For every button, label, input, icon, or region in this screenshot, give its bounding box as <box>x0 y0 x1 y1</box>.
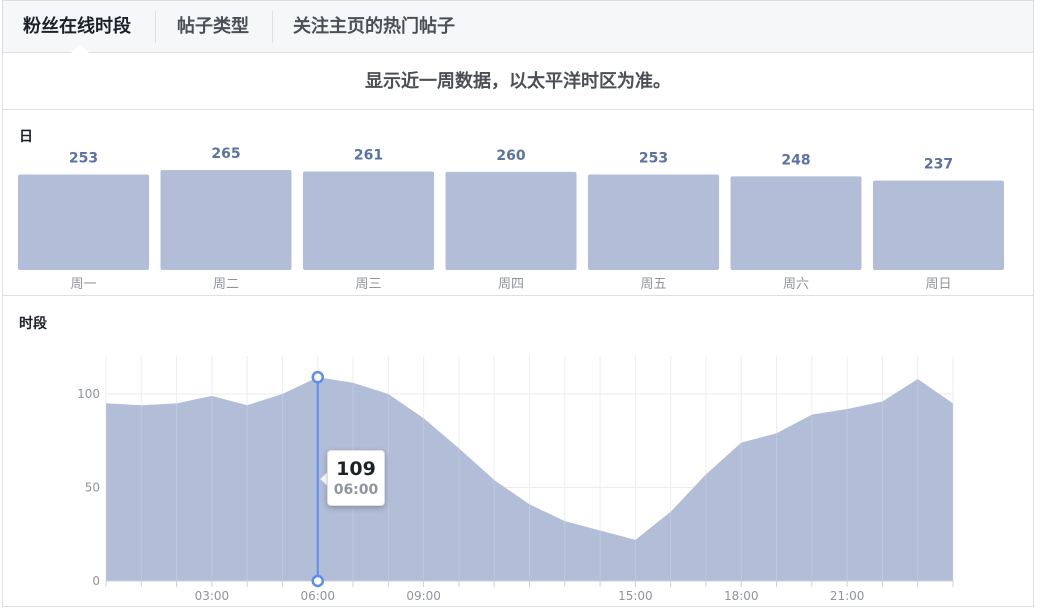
tooltip-value: 109 <box>336 458 376 480</box>
bar-category-label: 周一 <box>70 277 96 292</box>
x-tick-label: 09:00 <box>406 589 441 603</box>
tab-separator <box>155 11 156 43</box>
x-tick-label: 03:00 <box>195 589 230 603</box>
tooltip-arrow <box>321 472 328 486</box>
section-divider <box>3 295 1033 296</box>
x-tick-label: 21:00 <box>830 589 865 603</box>
hover-axis-marker <box>311 574 324 588</box>
bar-2[interactable] <box>160 170 292 270</box>
y-tick-label: 0 <box>92 574 100 588</box>
bar-3[interactable] <box>303 171 434 270</box>
bar-category-label: 周日 <box>925 277 951 292</box>
bar-value-label: 237 <box>924 157 953 173</box>
tab-bar: 粉丝在线时段 帖子类型 关注主页的热门帖子 <box>3 1 1033 53</box>
hour-section-label: 时段 <box>19 316 47 332</box>
bar-value-label: 253 <box>69 151 98 167</box>
bar-value-label: 248 <box>781 152 810 168</box>
active-tab-pointer <box>71 44 89 53</box>
tab-top-posts-from-pages[interactable]: 关注主页的热门帖子 <box>293 16 455 37</box>
y-tick-label: 100 <box>77 387 100 401</box>
tab-fans-online-time[interactable]: 粉丝在线时段 <box>23 16 131 37</box>
bar-value-label: 253 <box>639 151 668 167</box>
hover-point-marker[interactable] <box>311 370 324 384</box>
bar-5[interactable] <box>588 174 719 270</box>
bar-1[interactable] <box>18 174 149 270</box>
tooltip-time: 06:00 <box>333 482 379 498</box>
bar-category-label: 周六 <box>783 277 809 292</box>
bar-category-label: 周三 <box>355 277 381 292</box>
bar-category-label: 周五 <box>640 277 666 292</box>
bar-value-label: 260 <box>496 148 525 164</box>
tab-separator <box>272 11 273 43</box>
bar-category-label: 周四 <box>498 277 524 292</box>
hover-tooltip: 109 06:00 <box>327 450 385 506</box>
timezone-notice: 显示近一周数据，以太平洋时区为准。 <box>3 53 1033 110</box>
day-bar-chart: 253 周一 265 周二 261 周三 260 周四 253 周五 248 周六 237 周日 <box>18 146 1004 292</box>
bar-value-label: 261 <box>354 148 383 164</box>
x-tick-label: 18:00 <box>724 589 759 603</box>
bar-value-label: 265 <box>211 146 240 162</box>
bar-category-label: 周二 <box>213 277 239 292</box>
day-section-label: 日 <box>19 129 33 145</box>
tab-post-types[interactable]: 帖子类型 <box>177 16 249 37</box>
bar-7[interactable] <box>873 180 1004 270</box>
x-tick-label: 15:00 <box>618 589 653 603</box>
bar-6[interactable] <box>730 176 862 270</box>
bar-4[interactable] <box>445 171 577 270</box>
y-tick-label: 50 <box>85 481 100 495</box>
hour-area-chart: 0 50 100 03:00 06:00 09:00 15:00 18:00 21:00 <box>77 356 954 603</box>
x-tick-label: 06:00 <box>300 589 335 603</box>
